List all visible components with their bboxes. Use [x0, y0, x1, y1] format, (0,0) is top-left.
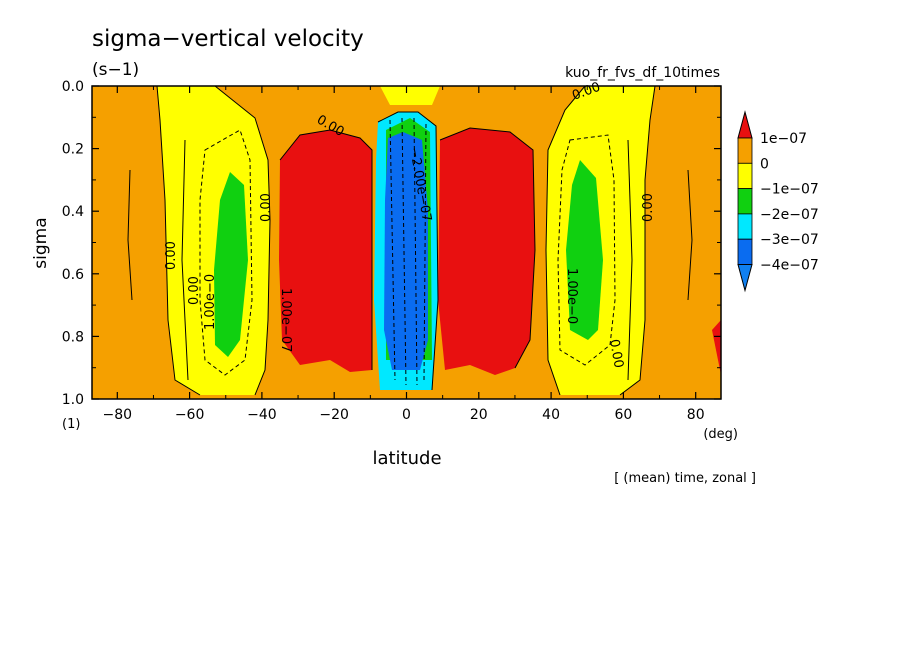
x-tick-label: 20 — [470, 407, 488, 423]
plot-area: 0.00 0.00 0.00 0.00 0.00 0.00 0.00 1.00e… — [91, 80, 722, 400]
run-label: kuo_fr_fvs_df_10times — [565, 65, 720, 81]
x-tick-label: 80 — [687, 407, 705, 423]
y-axis-label: sigma — [31, 217, 51, 268]
contour-label: 1.00e−07 — [278, 288, 293, 352]
y-tick-label: 0.2 — [62, 142, 84, 158]
contour-label: 0.00 — [606, 338, 626, 369]
colorbar-segment — [737, 238, 753, 265]
colorbar-label: −3e−07 — [760, 232, 819, 248]
yellow-region-top — [380, 86, 440, 105]
yellow-region-south — [157, 86, 270, 395]
colorbar-segment — [737, 188, 753, 215]
colorbar-label: 1e−07 — [760, 131, 807, 147]
x-tick-label: −40 — [247, 407, 277, 423]
units-label: (s−1) — [92, 60, 139, 80]
colorbar-segment — [737, 137, 753, 164]
chart-title: sigma−vertical velocity — [92, 26, 364, 52]
colorbar-label: −1e−07 — [760, 182, 819, 198]
colorbar-segment — [737, 162, 753, 190]
red-region-north — [438, 128, 535, 375]
x-tick-label: −80 — [103, 407, 133, 423]
colorbar-label: −2e−07 — [760, 207, 819, 223]
footer-note: [ (mean) time, zonal ] — [614, 471, 756, 486]
contour-label: 0.00 — [259, 193, 274, 222]
contour-label: 0.00 — [187, 276, 202, 305]
dashed-contours — [199, 117, 616, 386]
contour-lines — [127, 85, 693, 396]
x-axis-label: latitude — [372, 448, 441, 469]
colorbar: 1e−07 0 −1e−07 −2e−07 −3e−07 −4e−07 — [737, 110, 819, 293]
x-tick-label: −60 — [175, 407, 205, 423]
y-tick-label: 0.8 — [62, 329, 84, 345]
x-axis: −80 −60 −40 −20 0 20 40 60 80 — [103, 86, 705, 423]
colorbar-segment — [737, 213, 753, 240]
colorbar-arrow-bottom — [737, 264, 753, 293]
red-region-edge — [712, 320, 721, 375]
y-axis: 0.0 0.2 0.4 0.6 0.8 1.0 — [62, 79, 721, 408]
x-tick-label: 0 — [402, 407, 411, 423]
contour-label: 0.00 — [641, 193, 656, 222]
y-tick-label: 0.0 — [62, 79, 84, 95]
contour-label: 0.00 — [164, 241, 179, 270]
colorbar-label: −4e−07 — [760, 258, 819, 274]
x-tick-label: −20 — [319, 407, 349, 423]
equatorial-blue — [384, 132, 428, 370]
x-tick-label: 40 — [542, 407, 560, 423]
red-region-south — [279, 130, 372, 372]
green-region-south — [214, 172, 248, 357]
y-tick-label: 0.4 — [62, 204, 84, 220]
contour-label: 1.00e−0 — [203, 274, 218, 330]
contour-label: 1.00e−0 — [564, 268, 579, 324]
y-tick-label: 0.6 — [62, 267, 84, 283]
colorbar-arrow-top — [737, 110, 753, 139]
colorbar-label: 0 — [760, 156, 769, 172]
x-axis-units: (deg) — [703, 427, 738, 442]
y-tick-label: 1.0 — [62, 392, 84, 408]
x-tick-label: 60 — [614, 407, 632, 423]
y-axis-units: (1) — [62, 417, 80, 432]
green-region-north — [566, 160, 603, 340]
